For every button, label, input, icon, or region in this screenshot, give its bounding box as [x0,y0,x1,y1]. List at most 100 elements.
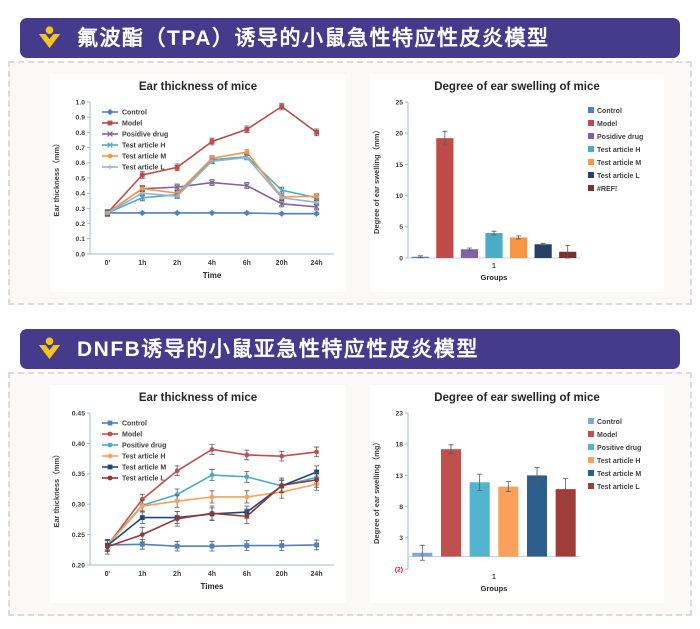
svg-text:Groups: Groups [481,584,508,593]
svg-text:Posidive drug: Posidive drug [122,132,168,139]
svg-text:Positive drug: Positive drug [122,443,166,450]
svg-text:1: 1 [492,263,496,270]
svg-text:24h: 24h [311,571,323,578]
svg-text:Control: Control [122,110,147,117]
svg-text:1: 1 [492,574,496,581]
svg-text:Test article H: Test article H [597,458,640,465]
svg-text:2h: 2h [173,571,181,578]
svg-text:0.6: 0.6 [76,160,86,167]
svg-text:0.7: 0.7 [76,145,86,152]
svg-text:10: 10 [395,193,403,200]
svg-text:Groups: Groups [481,273,508,282]
svg-text:0.20: 0.20 [72,562,85,569]
svg-text:25: 25 [395,99,403,106]
svg-text:Ear thickness（mm）: Ear thickness（mm） [51,139,61,216]
tpa-charts-panel: Ear thickness of mice Ear thickness（mm） 0.… [8,61,692,305]
svg-text:0.45: 0.45 [72,410,85,417]
svg-text:0.4: 0.4 [76,191,86,198]
svg-text:18: 18 [395,442,403,449]
svg-text:1h: 1h [138,571,146,578]
svg-text:Control: Control [122,421,147,428]
svg-text:0.9: 0.9 [76,115,86,122]
tpa-line-chart-card: Ear thickness of mice Ear thickness（mm） 0.… [50,74,346,292]
svg-text:0': 0' [105,260,111,267]
svg-text:0': 0' [105,571,111,578]
svg-text:2h: 2h [173,260,181,267]
svg-text:Ear thickness（mm）: Ear thickness（mm） [51,450,61,527]
svg-text:3: 3 [399,535,403,542]
svg-text:0.3: 0.3 [76,206,86,213]
svg-text:23: 23 [395,410,403,417]
section-dnfb-model: DNFB诱导的小鼠亚急性特应性皮炎模型 Ear thickness of mic… [0,329,700,616]
svg-text:0.35: 0.35 [72,471,85,478]
svg-text:0.2: 0.2 [76,221,86,228]
svg-text:Control: Control [597,419,622,426]
svg-text:Degree of ear swelling（mm）: Degree of ear swelling（mm） [371,126,381,234]
svg-text:0.1: 0.1 [76,236,86,243]
svg-text:Time: Time [203,271,222,280]
svg-text:6h: 6h [243,260,251,267]
svg-text:Positive drug: Positive drug [597,445,641,452]
tpa-ear-thickness-line-chart: Ear thickness of mice Ear thickness（mm） 0.… [50,74,346,292]
svg-text:Test article L: Test article L [597,484,640,491]
svg-text:0.5: 0.5 [76,175,86,182]
svg-text:5: 5 [399,224,403,231]
svg-text:20h: 20h [276,571,288,578]
tpa-ear-swelling-bar-chart: Degree of ear swelling of mice Degree of … [370,74,664,292]
svg-text:#REF!: #REF! [597,186,617,193]
svg-text:Test article M: Test article M [122,154,166,161]
svg-text:Model: Model [122,432,142,439]
svg-text:4h: 4h [208,260,216,267]
section-tpa-model: 氟波酯（TPA）诱导的小鼠急性特应性皮炎模型 Ear thickness of … [0,18,700,305]
brand-logo-icon [36,25,63,52]
svg-text:Model: Model [597,121,617,128]
svg-text:8: 8 [399,504,403,511]
svg-text:Model: Model [597,432,617,439]
tpa-section-banner: 氟波酯（TPA）诱导的小鼠急性特应性皮炎模型 [20,18,680,58]
svg-text:Test article H: Test article H [122,143,165,150]
dnfb-ear-thickness-line-chart: Ear thickness of mice Ear thickness（mm） 0.… [50,385,346,603]
svg-text:20: 20 [395,131,403,138]
svg-text:Test article L: Test article L [597,173,640,180]
svg-text:15: 15 [395,162,403,169]
dnfb-charts-panel: Ear thickness of mice Ear thickness（mm） 0.… [8,372,692,616]
dnfb-section-banner: DNFB诱导的小鼠亚急性特应性皮炎模型 [20,329,680,369]
svg-text:Ear thickness of mice: Ear thickness of mice [139,81,257,93]
svg-text:Times: Times [201,582,225,591]
dnfb-bar-chart-card: Degree of ear swelling of mice Degree of … [370,385,664,603]
svg-text:Ear thickness of mice: Ear thickness of mice [139,392,257,404]
svg-text:Test article M: Test article M [122,465,166,472]
svg-text:(2): (2) [395,566,403,573]
svg-text:Degree of ear swelling of mice: Degree of ear swelling of mice [434,392,600,404]
svg-text:20h: 20h [276,260,288,267]
dnfb-line-chart-card: Ear thickness of mice Ear thickness（mm） 0.… [50,385,346,603]
svg-text:1h: 1h [138,260,146,267]
svg-text:13: 13 [395,473,403,480]
brand-logo-icon [36,336,63,363]
svg-text:Test article M: Test article M [597,160,641,167]
svg-text:6h: 6h [243,571,251,578]
svg-text:0.30: 0.30 [72,502,85,509]
svg-text:Degree of ear swelling of mice: Degree of ear swelling of mice [434,81,600,93]
svg-text:Posidive drug: Posidive drug [597,134,643,141]
svg-text:Degree of ear swelling（mg）: Degree of ear swelling（mg） [371,438,381,544]
svg-text:Control: Control [597,108,622,115]
svg-text:0.8: 0.8 [76,130,86,137]
svg-text:Test article H: Test article H [122,454,165,461]
svg-text:0.25: 0.25 [72,532,85,539]
svg-text:0.40: 0.40 [72,441,85,448]
svg-text:Test article L: Test article L [122,476,165,483]
svg-text:Model: Model [122,121,142,128]
svg-text:24h: 24h [311,260,323,267]
section-title: 氟波酯（TPA）诱导的小鼠急性特应性皮炎模型 [77,26,550,50]
dnfb-ear-swelling-bar-chart: Degree of ear swelling of mice Degree of … [370,385,664,603]
svg-text:Test article H: Test article H [597,147,640,154]
svg-text:Test article M: Test article M [597,471,641,478]
svg-text:1.0: 1.0 [76,99,86,106]
svg-text:0.0: 0.0 [76,251,86,258]
section-title: DNFB诱导的小鼠亚急性特应性皮炎模型 [77,337,479,361]
svg-text:4h: 4h [208,571,216,578]
tpa-bar-chart-card: Degree of ear swelling of mice Degree of … [370,74,664,292]
svg-text:Test article L: Test article L [122,165,165,172]
